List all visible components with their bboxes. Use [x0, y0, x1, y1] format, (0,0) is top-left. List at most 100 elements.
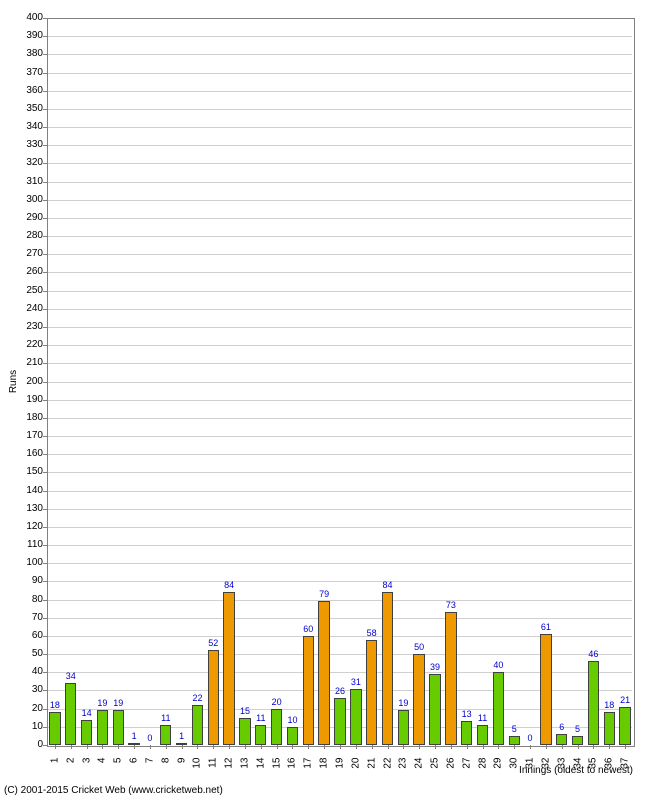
- y-tick-label: 130: [19, 503, 43, 514]
- bar-value-label: 20: [265, 697, 289, 707]
- gridline: [48, 291, 632, 292]
- y-tick-label: 210: [19, 357, 43, 368]
- bar: [128, 743, 139, 745]
- gridline: [48, 200, 632, 201]
- y-tick-label: 70: [19, 612, 43, 623]
- x-tick-mark: [324, 745, 325, 749]
- bar-value-label: 0: [138, 733, 162, 743]
- bar-value-label: 18: [43, 700, 67, 710]
- gridline: [48, 54, 632, 55]
- bar: [303, 636, 314, 745]
- bar-value-label: 14: [75, 708, 99, 718]
- y-tick-mark: [43, 382, 47, 383]
- x-tick-mark: [356, 745, 357, 749]
- y-tick-mark: [43, 581, 47, 582]
- y-tick-mark: [43, 600, 47, 601]
- x-tick-mark: [467, 745, 468, 749]
- y-tick-mark: [43, 654, 47, 655]
- bar-value-label: 73: [439, 600, 463, 610]
- bar-value-label: 84: [376, 580, 400, 590]
- y-tick-label: 0: [19, 739, 43, 750]
- x-tick-mark: [229, 745, 230, 749]
- bar: [49, 712, 60, 745]
- bar-value-label: 50: [407, 642, 431, 652]
- x-tick-mark: [498, 745, 499, 749]
- bar-value-label: 5: [566, 724, 590, 734]
- y-tick-label: 180: [19, 412, 43, 423]
- x-tick-label: 5: [113, 758, 124, 778]
- y-tick-mark: [43, 182, 47, 183]
- x-tick-mark: [308, 745, 309, 749]
- bar: [556, 734, 567, 745]
- chart-container: 0102030405060708090100110120130140150160…: [0, 0, 650, 800]
- bar-value-label: 84: [217, 580, 241, 590]
- x-tick-mark: [261, 745, 262, 749]
- x-tick-label: 14: [255, 758, 266, 778]
- y-tick-mark: [43, 545, 47, 546]
- bar-value-label: 58: [360, 628, 384, 638]
- y-tick-label: 260: [19, 266, 43, 277]
- y-tick-label: 60: [19, 630, 43, 641]
- bar: [350, 689, 361, 745]
- x-tick-label: 26: [445, 758, 456, 778]
- bar-value-label: 19: [106, 698, 130, 708]
- y-tick-mark: [43, 618, 47, 619]
- x-tick-label: 16: [287, 758, 298, 778]
- gridline: [48, 472, 632, 473]
- bar-value-label: 61: [534, 622, 558, 632]
- x-tick-label: 23: [398, 758, 409, 778]
- bar-value-label: 52: [201, 638, 225, 648]
- bar: [429, 674, 440, 745]
- x-tick-label: 30: [509, 758, 520, 778]
- y-tick-label: 20: [19, 703, 43, 714]
- gridline: [48, 109, 632, 110]
- y-tick-mark: [43, 345, 47, 346]
- x-tick-label: 25: [430, 758, 441, 778]
- y-tick-mark: [43, 36, 47, 37]
- x-tick-mark: [213, 745, 214, 749]
- gridline: [48, 345, 632, 346]
- y-tick-label: 330: [19, 139, 43, 150]
- x-tick-label: 13: [239, 758, 250, 778]
- x-tick-mark: [150, 745, 151, 749]
- gridline: [48, 236, 632, 237]
- x-tick-label: 4: [97, 758, 108, 778]
- y-tick-mark: [43, 400, 47, 401]
- y-tick-label: 160: [19, 448, 43, 459]
- y-tick-mark: [43, 727, 47, 728]
- y-tick-mark: [43, 636, 47, 637]
- x-tick-label: 7: [144, 758, 155, 778]
- y-tick-mark: [43, 254, 47, 255]
- x-tick-mark: [87, 745, 88, 749]
- bar: [81, 720, 92, 745]
- y-tick-label: 150: [19, 466, 43, 477]
- gridline: [48, 327, 632, 328]
- y-tick-mark: [43, 745, 47, 746]
- x-tick-mark: [530, 745, 531, 749]
- y-tick-mark: [43, 491, 47, 492]
- x-tick-label: 6: [129, 758, 140, 778]
- x-tick-label: 21: [366, 758, 377, 778]
- bar-value-label: 11: [249, 713, 273, 723]
- y-tick-mark: [43, 127, 47, 128]
- bar: [445, 612, 456, 745]
- x-tick-label: 29: [493, 758, 504, 778]
- x-axis-label: Innings (oldest to newest): [519, 765, 633, 776]
- copyright-footer: (C) 2001-2015 Cricket Web (www.cricketwe…: [4, 785, 223, 796]
- x-tick-mark: [55, 745, 56, 749]
- x-tick-mark: [197, 745, 198, 749]
- bar: [176, 743, 187, 745]
- y-tick-mark: [43, 145, 47, 146]
- x-tick-mark: [134, 745, 135, 749]
- x-tick-label: 17: [303, 758, 314, 778]
- x-tick-mark: [483, 745, 484, 749]
- bar-value-label: 79: [312, 589, 336, 599]
- bar: [461, 721, 472, 745]
- y-tick-label: 110: [19, 539, 43, 550]
- y-tick-label: 220: [19, 339, 43, 350]
- x-tick-mark: [578, 745, 579, 749]
- bar: [366, 640, 377, 745]
- x-tick-label: 8: [160, 758, 171, 778]
- y-tick-mark: [43, 436, 47, 437]
- x-tick-label: 10: [192, 758, 203, 778]
